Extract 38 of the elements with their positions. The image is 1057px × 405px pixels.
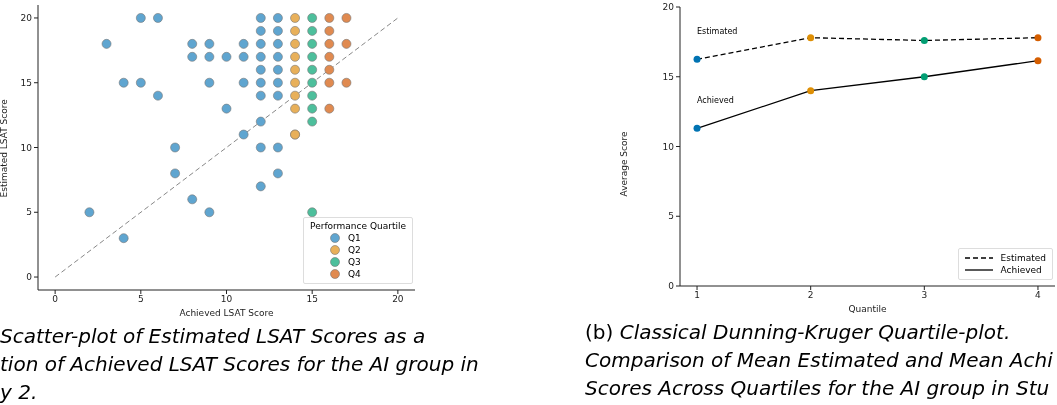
legend-label: Q1 (348, 232, 361, 244)
text: y 2. (0, 380, 38, 404)
legend-label: Estimated (1000, 252, 1046, 264)
x-tick-label: 20 (392, 294, 404, 305)
x-tick-label: 2 (807, 290, 814, 301)
x-tick-label: 15 (306, 294, 318, 305)
legend-label: Q3 (348, 256, 361, 268)
y-tick-label: 0 (668, 281, 675, 292)
text: tion of Achieved LSAT Scores for the AI group in (0, 352, 479, 376)
x-tick-label: 3 (921, 290, 928, 301)
y-tick-label: 5 (26, 207, 32, 218)
x-tick-label: 10 (220, 294, 233, 305)
y-axis-title: Average Score (619, 131, 630, 197)
y-tick-label: 10 (20, 142, 33, 153)
text: (b) Classical Dunning-Kruger Quartile-plot. (585, 320, 1011, 344)
x-axis-title: Quantile (848, 304, 887, 314)
x-tick-label: 0 (52, 294, 59, 305)
legend-label: Q4 (348, 268, 361, 280)
x-axis-title: Achieved LSAT Score (179, 308, 274, 318)
y-tick-label: 10 (662, 141, 675, 152)
y-axis-title: Estimated LSAT Score (0, 98, 10, 198)
x-tick-label: 1 (694, 290, 700, 301)
text: Scatter-plot of Estimated LSAT Scores as a (0, 324, 426, 348)
annotation: Estimated (697, 26, 738, 36)
text: Scores Across Quartiles for the AI group in Stu (585, 376, 1050, 400)
legend-label: Achieved (1000, 264, 1042, 276)
x-tick-label: 5 (137, 294, 144, 305)
y-tick-label: 20 (20, 13, 33, 24)
y-tick-label: 15 (20, 77, 32, 88)
x-tick-label: 4 (1035, 290, 1042, 301)
y-tick-label: 0 (26, 272, 33, 283)
text: Comparison of Mean Estimated and Mean Achi (585, 348, 1053, 372)
y-tick-label: 20 (662, 2, 675, 13)
y-tick-label: 15 (662, 71, 674, 82)
annotation: Achieved (697, 95, 734, 105)
y-tick-label: 5 (668, 211, 674, 222)
legend-title: Performance Quartile (310, 221, 406, 231)
legend-label: Q2 (348, 244, 361, 256)
